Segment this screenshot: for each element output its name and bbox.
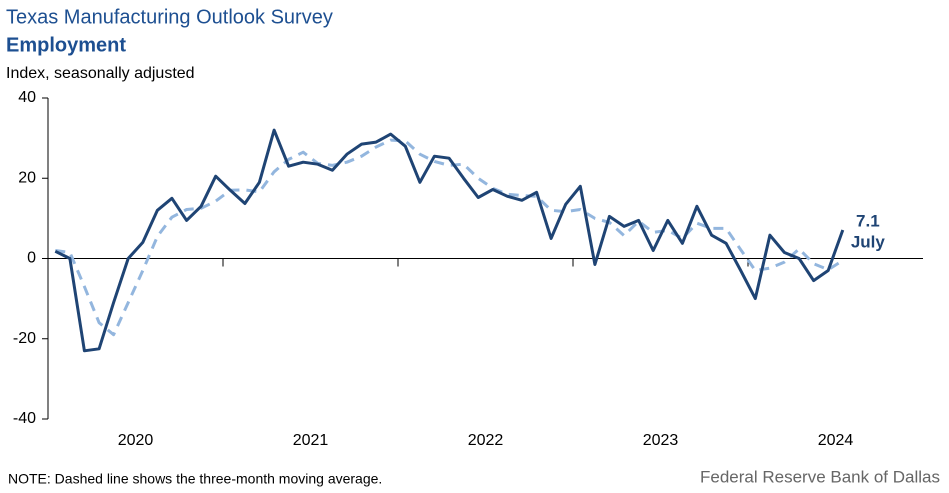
chart-title: Texas Manufacturing Outlook Survey xyxy=(6,6,333,28)
y-tick-label: -20 xyxy=(13,330,36,347)
y-tick-label: 0 xyxy=(27,250,36,267)
value-label: 7.1 xyxy=(856,211,880,230)
x-tick-label: 2021 xyxy=(293,432,329,449)
y-tick-label: -40 xyxy=(13,410,36,427)
x-tick-label: 2024 xyxy=(818,432,854,449)
y-tick-label: 40 xyxy=(18,89,36,106)
series-line xyxy=(55,138,844,337)
source: Federal Reserve Bank of Dallas xyxy=(700,467,940,486)
series-line xyxy=(54,128,845,353)
note: NOTE: Dashed line shows the three-month … xyxy=(8,471,382,487)
annotation: July xyxy=(851,232,886,251)
y-axis-label: Index, seasonally adjusted xyxy=(6,65,195,82)
chart-subtitle: Employment xyxy=(6,34,126,56)
y-tick-label: 20 xyxy=(18,169,36,186)
x-tick-label: 2020 xyxy=(118,432,154,449)
x-tick-label: 2022 xyxy=(468,432,504,449)
x-tick-label: 2023 xyxy=(643,432,679,449)
